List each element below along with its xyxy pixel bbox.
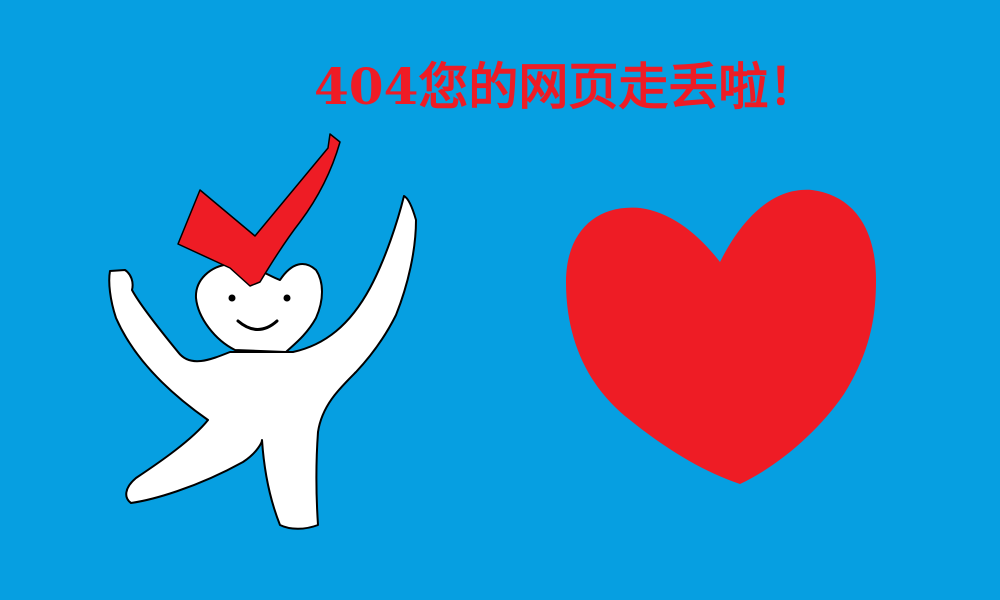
smiling-figure-drawing (108, 133, 417, 530)
heart-icon (566, 189, 876, 484)
figure-head (194, 262, 323, 353)
red-checkmark-hat (177, 133, 341, 287)
right-eye (283, 294, 291, 302)
error-title: 404您的网页走丢啦！ (314, 57, 819, 116)
smile (236, 319, 279, 331)
figure-body (108, 195, 417, 530)
left-eye (228, 294, 236, 302)
